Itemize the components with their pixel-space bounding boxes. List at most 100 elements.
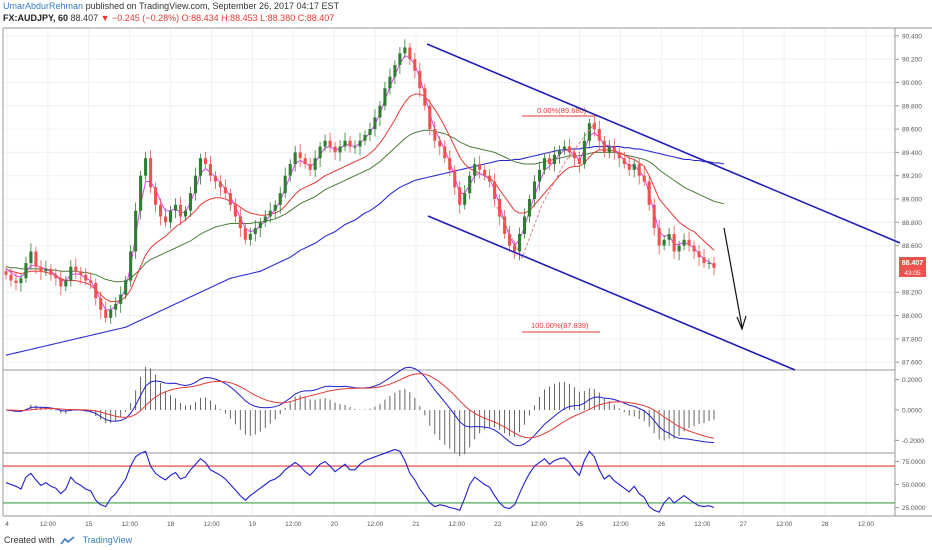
candle[interactable] [19,273,23,292]
candle[interactable] [692,240,696,259]
channel-lower-line[interactable] [427,215,796,371]
candle[interactable] [493,173,497,207]
candle[interactable] [149,150,153,194]
candle[interactable] [702,249,706,268]
candle[interactable] [513,240,517,259]
candle[interactable] [69,260,73,287]
brand-link[interactable]: TradingView [82,535,133,545]
candle[interactable] [293,145,297,172]
candle[interactable] [423,83,427,111]
candle[interactable] [488,169,492,188]
channel-lines[interactable] [426,43,901,371]
candle[interactable] [183,205,188,222]
candle[interactable] [213,171,217,189]
candle[interactable] [527,194,532,223]
candle[interactable] [612,138,616,160]
candle[interactable] [378,101,382,127]
candle[interactable] [248,227,252,246]
candle[interactable] [159,198,163,226]
candle[interactable] [443,140,447,163]
candle[interactable] [89,272,93,289]
candle[interactable] [448,150,452,176]
candle[interactable] [129,245,133,287]
candle[interactable] [622,151,626,169]
candle[interactable] [168,205,173,229]
candle[interactable] [258,217,262,237]
candle[interactable] [458,180,462,214]
candle[interactable] [478,155,482,179]
candle[interactable] [218,175,222,197]
candle[interactable] [198,153,202,185]
candle[interactable] [712,256,716,276]
candle[interactable] [398,46,402,74]
fib-zigzag[interactable] [496,119,598,260]
candle[interactable] [547,151,552,171]
candle[interactable] [29,243,33,270]
candle[interactable] [303,153,307,169]
candle[interactable] [468,171,472,200]
candle[interactable] [647,176,651,211]
candle[interactable] [597,120,601,150]
candle[interactable] [263,210,267,227]
candle[interactable] [677,240,681,261]
candle[interactable] [672,225,676,259]
candle[interactable] [79,266,83,284]
candle[interactable] [428,99,432,136]
candle[interactable] [503,210,507,239]
candle[interactable] [373,109,377,137]
candle[interactable] [114,297,118,318]
candle[interactable] [368,122,372,141]
candle[interactable] [238,208,242,237]
candle[interactable] [154,182,158,213]
candle[interactable] [433,120,437,149]
candle[interactable] [144,151,148,181]
rsi-line[interactable] [5,448,715,513]
candle[interactable] [393,60,397,85]
candle[interactable] [253,219,257,242]
candle[interactable] [542,153,547,175]
candle[interactable] [353,140,357,155]
candle[interactable] [173,198,178,219]
candle[interactable] [532,175,537,207]
symbol-name[interactable]: FX:AUDJPY, 60 [3,13,69,23]
candle[interactable] [44,260,48,276]
candle[interactable] [607,140,611,159]
candle[interactable] [358,132,362,156]
candle[interactable] [552,146,556,172]
candle[interactable] [49,264,53,281]
candle[interactable] [134,202,138,259]
candle[interactable] [333,141,337,160]
candle[interactable] [557,145,561,164]
macd-line[interactable] [5,366,715,447]
candle[interactable] [562,140,566,155]
ma-pink-line[interactable] [5,54,715,311]
author-link[interactable]: UmarAbdurRehman [3,1,84,11]
candle[interactable] [572,147,576,166]
candle[interactable] [383,81,387,111]
candle[interactable] [273,200,277,219]
candle[interactable] [567,138,571,159]
price-axis[interactable]: 90.400 90.200 90.000 89.800 89.600 89.400 89.2… [895,33,926,512]
ma-blue-line[interactable] [5,146,725,356]
candle[interactable] [577,151,581,173]
candle[interactable] [298,144,302,168]
candle[interactable] [268,202,272,223]
candle[interactable] [4,266,8,280]
candle[interactable] [64,275,68,292]
time-axis[interactable]: 4 12:00 15 12:00 18 12:00 19 12:00 20 12:00 21 12:0… [5,521,874,528]
candle[interactable] [34,246,38,275]
candle[interactable] [74,258,78,279]
candle[interactable] [9,268,13,287]
candle[interactable] [413,52,417,79]
candle[interactable] [662,235,666,251]
candle[interactable] [438,136,442,156]
candle[interactable] [453,165,457,195]
forecast-arrow-shaft[interactable] [723,227,743,328]
candle[interactable] [313,150,317,178]
channel-upper-line[interactable] [426,43,901,244]
candle[interactable] [657,219,661,255]
candle[interactable] [508,225,512,252]
candle[interactable] [14,272,18,291]
candle[interactable] [288,159,292,182]
